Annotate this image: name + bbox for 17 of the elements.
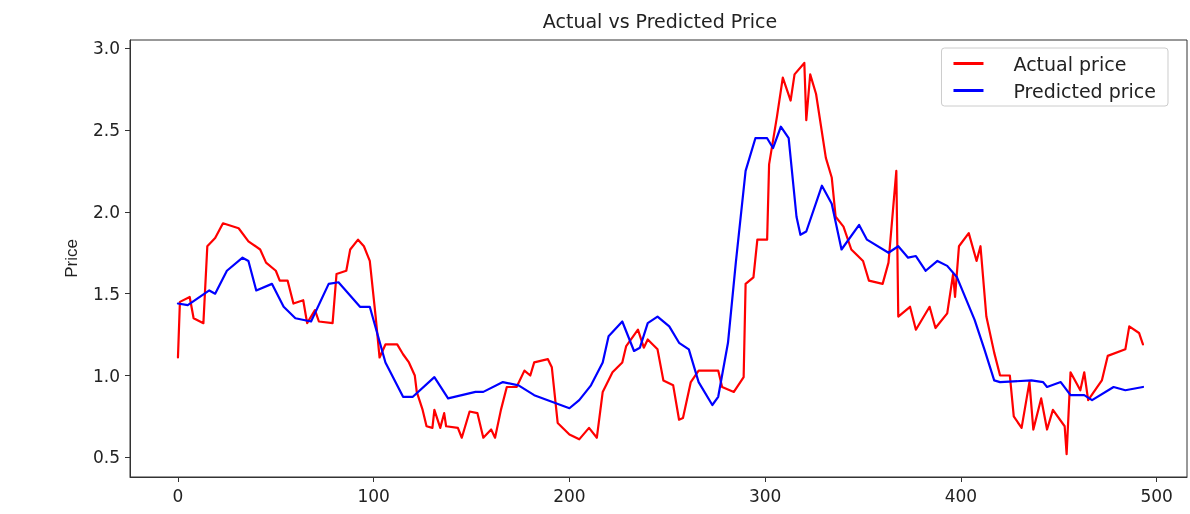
y-tick-label: 0.5	[92, 447, 120, 468]
x-tick-label: 400	[944, 485, 978, 506]
x-tick-label: 500	[1140, 485, 1173, 506]
line-series	[176, 125, 1145, 410]
y-tick-label: 2.0	[92, 201, 120, 222]
legend-label: Actual price	[1013, 52, 1127, 75]
chart-title: Actual vs Predicted Price	[542, 9, 778, 32]
x-tick-label: 300	[748, 485, 782, 506]
x-tick-label: 0	[172, 485, 184, 506]
y-tick-label: 1.5	[92, 283, 120, 304]
y-tick-label: 1.0	[92, 365, 120, 386]
y-tick-label: 2.5	[92, 120, 120, 141]
y-tick-label: 3.0	[92, 38, 120, 59]
legend-label: Predicted price	[1013, 79, 1157, 102]
x-tick-label: 200	[553, 485, 586, 506]
x-tick-label: 100	[357, 485, 390, 506]
y-axis-title: Price	[62, 239, 81, 278]
